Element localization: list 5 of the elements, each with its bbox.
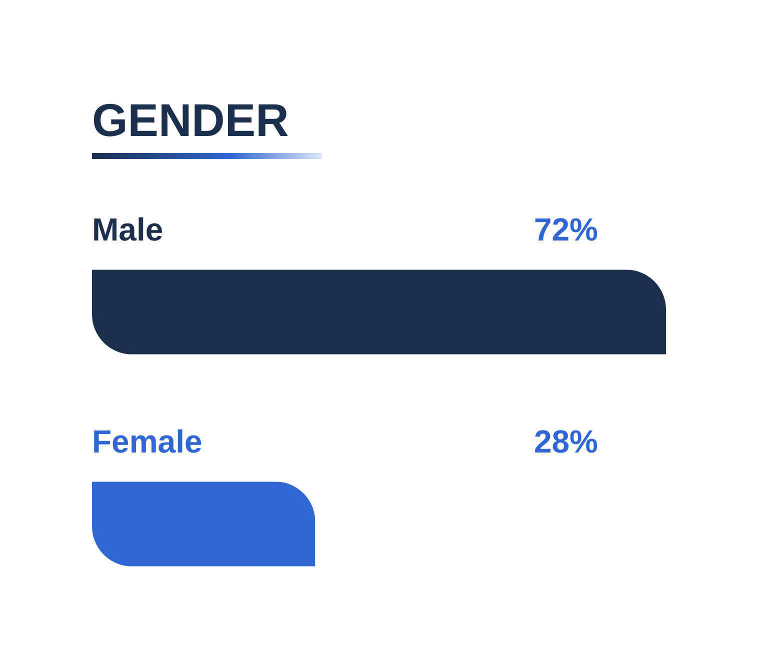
y-tick-label: Female [92, 424, 202, 460]
chart-title: GENDER [92, 94, 289, 146]
data-label: 72% [534, 212, 598, 248]
y-tick-label: Male [92, 212, 164, 248]
data-label: 28% [534, 424, 598, 460]
